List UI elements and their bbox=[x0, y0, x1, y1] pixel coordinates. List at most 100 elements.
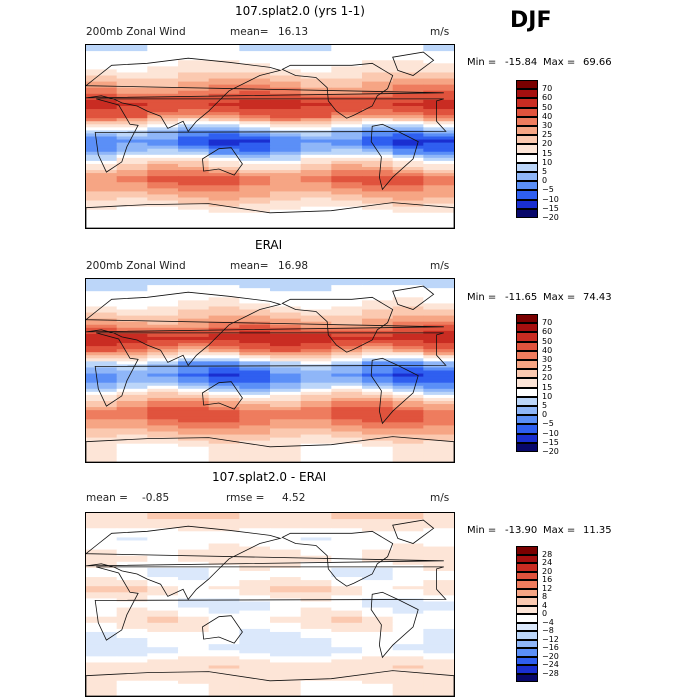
field-cell bbox=[147, 170, 179, 174]
field-cell bbox=[331, 540, 363, 545]
field-cell bbox=[147, 291, 179, 295]
field-cell bbox=[423, 446, 454, 451]
field-cell bbox=[392, 370, 424, 375]
field-cell bbox=[270, 160, 302, 165]
mean-value: 16.13 bbox=[278, 26, 309, 38]
field-cell bbox=[300, 173, 332, 177]
field-cell bbox=[331, 333, 363, 338]
field-cell bbox=[147, 388, 179, 393]
field-cell bbox=[362, 516, 394, 520]
field-cell bbox=[178, 84, 210, 89]
field-cell bbox=[147, 404, 179, 408]
field-cell bbox=[392, 537, 424, 542]
field-cell bbox=[270, 567, 302, 572]
field-cell bbox=[362, 66, 394, 70]
field-cell bbox=[362, 534, 394, 538]
field-cell bbox=[423, 425, 454, 430]
colorbar-tick-label: 40 bbox=[542, 345, 553, 355]
field-cell bbox=[116, 589, 148, 593]
field-cell bbox=[208, 428, 240, 433]
field-cell bbox=[362, 194, 394, 199]
field-cell bbox=[331, 385, 363, 390]
colorbar-tick-label: −10 bbox=[542, 428, 559, 438]
field-cell bbox=[392, 419, 424, 423]
field-cell bbox=[239, 306, 271, 311]
field-cell bbox=[423, 434, 454, 439]
field-cell bbox=[423, 297, 454, 301]
field-cell bbox=[392, 382, 424, 387]
field-cell bbox=[300, 522, 332, 526]
field-cell bbox=[86, 373, 118, 378]
field-cell bbox=[331, 570, 363, 575]
field-cell bbox=[392, 455, 424, 460]
field-cell bbox=[331, 69, 363, 74]
field-cell bbox=[178, 413, 210, 417]
field-cell bbox=[362, 115, 394, 119]
field-cell bbox=[392, 552, 424, 557]
field-cell bbox=[86, 282, 118, 286]
field-cell bbox=[116, 291, 148, 295]
field-cell bbox=[86, 145, 118, 150]
field-cell bbox=[392, 45, 424, 49]
field-cell bbox=[300, 638, 332, 642]
field-cell bbox=[423, 449, 454, 454]
panel-title: ERAI bbox=[255, 238, 283, 252]
field-cell bbox=[300, 136, 332, 141]
field-cell bbox=[362, 142, 394, 147]
field-cell bbox=[331, 638, 363, 642]
field-cell bbox=[362, 176, 394, 180]
field-cell bbox=[362, 90, 394, 95]
field-cell bbox=[300, 574, 332, 578]
field-cell bbox=[270, 394, 302, 399]
field-cell bbox=[208, 446, 240, 451]
field-cell bbox=[270, 656, 302, 660]
field-cell bbox=[147, 176, 179, 180]
field-cell bbox=[362, 543, 394, 548]
field-cell bbox=[116, 449, 148, 454]
field-cell bbox=[300, 157, 332, 162]
field-cell bbox=[423, 638, 454, 642]
field-cell bbox=[147, 391, 179, 396]
field-cell bbox=[270, 422, 302, 426]
field-cell bbox=[423, 336, 454, 341]
field-cell bbox=[178, 619, 210, 624]
field-cell bbox=[116, 75, 148, 80]
field-cell bbox=[178, 519, 210, 523]
field-cell bbox=[239, 212, 271, 217]
field-cell bbox=[392, 312, 424, 317]
field-cell bbox=[270, 570, 302, 575]
field-cell bbox=[178, 537, 210, 542]
field-cell bbox=[147, 75, 179, 80]
field-cell bbox=[270, 680, 302, 685]
field-cell bbox=[147, 659, 179, 664]
field-cell bbox=[392, 136, 424, 141]
field-cell bbox=[423, 303, 454, 308]
rmse-value: 4.52 bbox=[282, 492, 306, 504]
field-cell bbox=[178, 127, 210, 131]
field-cell bbox=[239, 99, 271, 104]
field-cell bbox=[423, 163, 454, 168]
field-cell bbox=[331, 549, 363, 554]
field-cell bbox=[423, 167, 454, 171]
field-cell bbox=[147, 367, 179, 372]
field-cell bbox=[86, 516, 118, 520]
field-cell bbox=[116, 391, 148, 396]
field-cell bbox=[86, 218, 118, 223]
field-cell bbox=[362, 282, 394, 286]
field-cell bbox=[116, 607, 148, 612]
field-cell bbox=[300, 534, 332, 538]
coastline bbox=[94, 98, 447, 173]
field-cell bbox=[300, 659, 332, 664]
field-cell bbox=[178, 410, 210, 414]
field-cell bbox=[116, 616, 148, 621]
field-cell bbox=[362, 692, 394, 696]
field-cell bbox=[239, 367, 271, 372]
field-cell bbox=[239, 665, 271, 670]
field-cell bbox=[239, 558, 271, 563]
field-cell bbox=[423, 157, 454, 162]
field-cell bbox=[392, 336, 424, 341]
field-cell bbox=[86, 610, 118, 615]
field-cell bbox=[392, 294, 424, 298]
field-cell bbox=[116, 647, 148, 651]
field-cell bbox=[300, 650, 332, 654]
